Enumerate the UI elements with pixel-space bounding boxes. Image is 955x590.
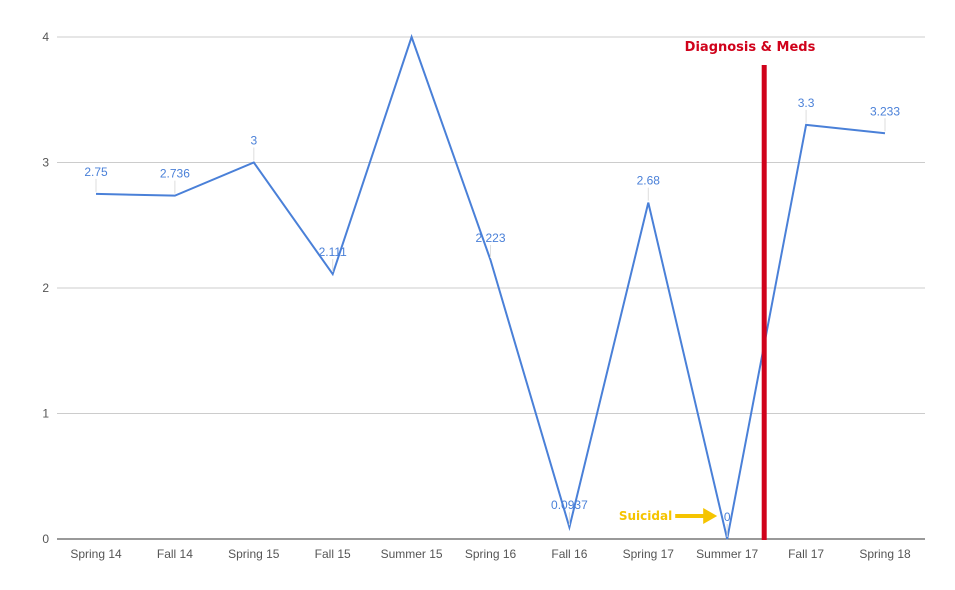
x-tick-label: Fall 15 [315, 547, 351, 561]
data-label: 3 [250, 134, 257, 148]
data-point [95, 192, 98, 195]
data-label: 3.3 [798, 96, 815, 110]
series-group [95, 33, 887, 541]
x-tick-label: Fall 17 [788, 547, 824, 561]
data-point [252, 161, 255, 164]
annotations: Diagnosis & Meds Suicidal [619, 40, 816, 540]
data-label: 2.223 [475, 231, 505, 245]
data-point [410, 36, 413, 39]
data-point [647, 201, 650, 204]
x-tick-label: Summer 15 [381, 547, 443, 561]
y-tick-label: 3 [42, 156, 49, 170]
y-axis: 0 1 2 3 4 [42, 30, 49, 546]
suicidal-annotation: Suicidal [619, 509, 672, 523]
data-point [173, 194, 176, 197]
y-tick-label: 2 [42, 281, 49, 295]
x-tick-label: Spring 14 [70, 547, 122, 561]
y-tick-label: 0 [42, 532, 49, 546]
data-label: 0 [724, 510, 731, 524]
arrow-right-icon [703, 508, 718, 524]
series-line [95, 33, 886, 540]
data-label: 2.736 [160, 167, 190, 181]
data-label: 2.68 [637, 174, 661, 188]
data-label: 2.111 [319, 245, 348, 259]
data-labels: 2.75 2.736 3 2.111 2.223 0.0937 2.68 0 3.3 3.233 [84, 96, 900, 537]
data-point [568, 526, 571, 529]
x-tick-label: Fall 14 [157, 547, 193, 561]
data-point [331, 273, 334, 276]
x-tick-label: Spring 17 [623, 547, 675, 561]
data-point [489, 259, 492, 262]
x-tick-label: Spring 16 [465, 547, 517, 561]
y-tick-label: 4 [42, 30, 49, 44]
data-point [805, 123, 808, 126]
data-label: 0.0937 [551, 498, 588, 512]
data-label: 3.233 [870, 104, 900, 118]
data-point [884, 132, 887, 135]
gridlines [57, 36, 925, 540]
data-label: 2.75 [84, 165, 108, 179]
x-axis: Spring 14 Fall 14 Spring 15 Fall 15 Summer 1… [70, 547, 911, 561]
y-tick-label: 1 [42, 407, 49, 421]
x-tick-label: Fall 16 [551, 547, 587, 561]
x-tick-label: Summer 17 [696, 547, 758, 561]
x-tick-label: Spring 15 [228, 547, 280, 561]
x-tick-label: Spring 18 [859, 547, 911, 561]
data-point [726, 538, 729, 541]
diagnosis-annotation: Diagnosis & Meds [685, 40, 816, 55]
